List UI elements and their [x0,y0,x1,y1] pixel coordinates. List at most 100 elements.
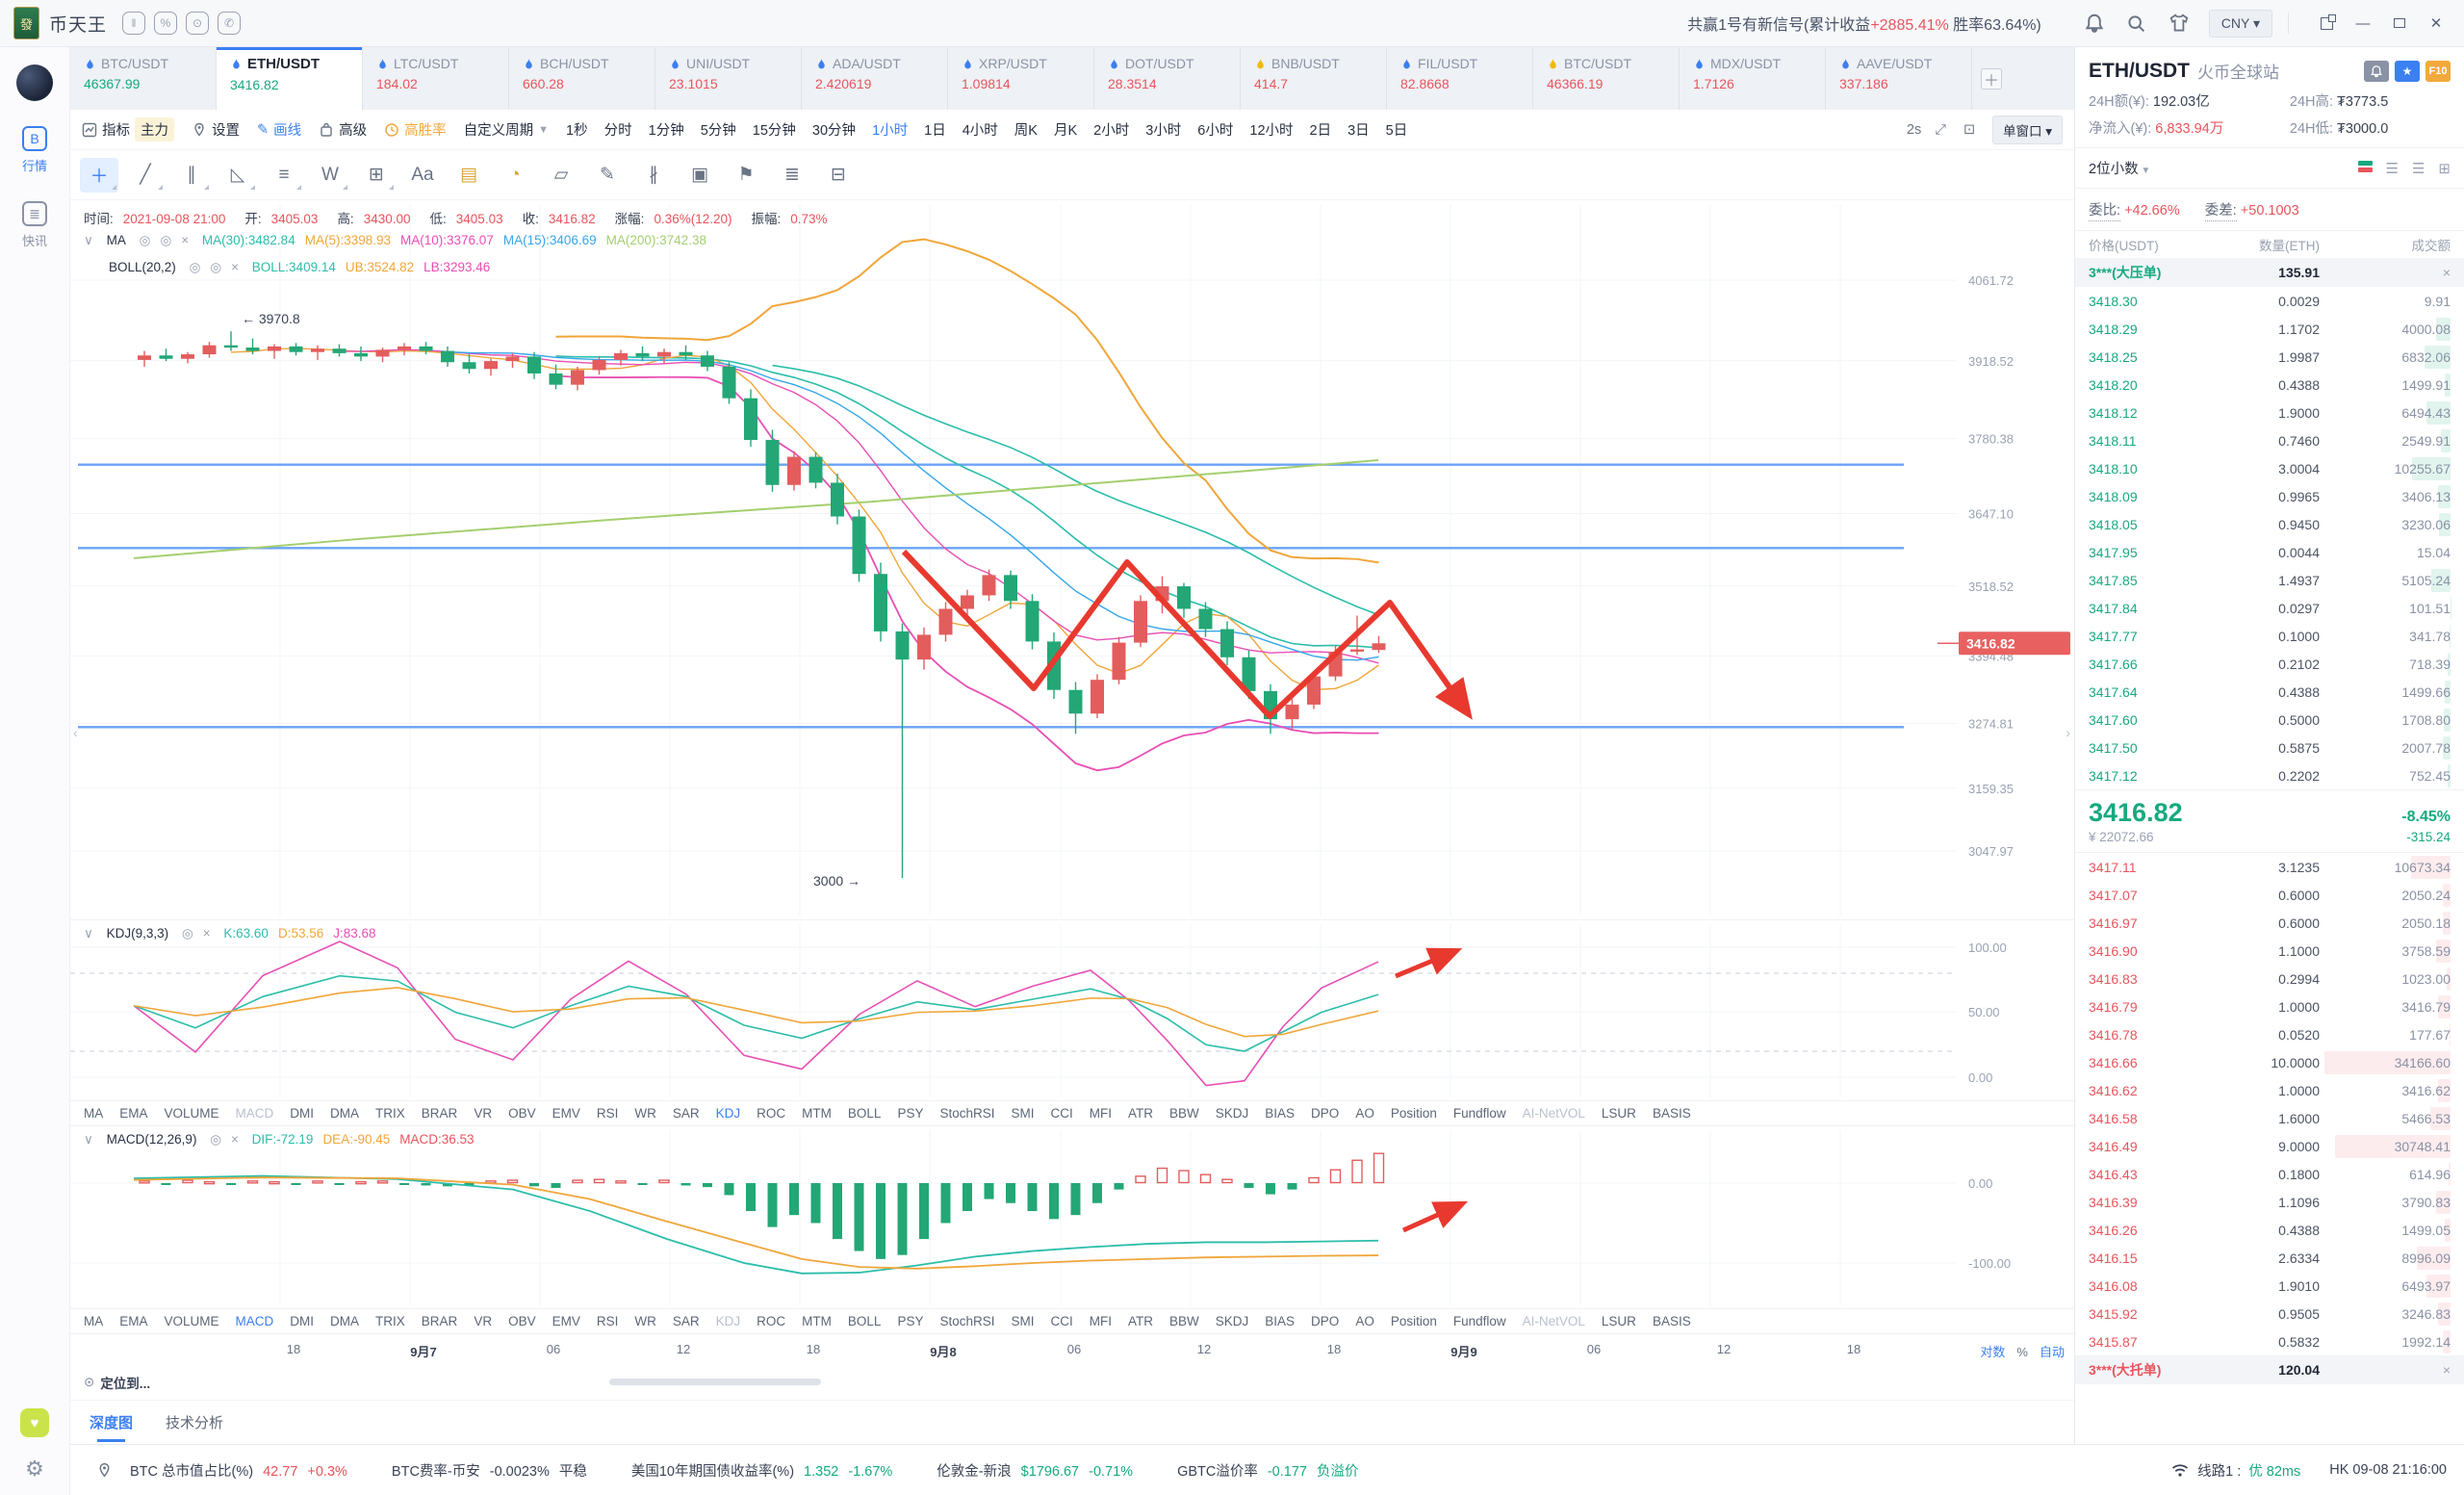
interval-15分钟[interactable]: 15分钟 [752,123,796,139]
indicator-tab-TRIX[interactable]: TRIX [375,1106,405,1121]
indicator-tab-VOLUME[interactable]: VOLUME [164,1106,219,1121]
indicator-tab-AO[interactable]: AO [1355,1314,1374,1328]
interval-1秒[interactable]: 1秒 [566,123,588,139]
interval-5分钟[interactable]: 5分钟 [700,123,736,139]
axis-toggle-0[interactable]: 对数 [1980,1345,2006,1359]
interval-6小时[interactable]: 6小时 [1197,123,1234,139]
indicator-tab-SKDJ[interactable]: SKDJ [1215,1106,1249,1121]
ruler-icon[interactable]: ▱ [553,165,569,185]
indicator-tab-EMV[interactable]: EMV [552,1314,580,1328]
indicator-tab-MACD[interactable]: MACD [235,1314,274,1328]
ma-close-icon[interactable]: × [181,233,190,247]
indicator-tab-VOLUME[interactable]: VOLUME [164,1314,219,1328]
indicator-tab-DMI[interactable]: DMI [290,1314,315,1328]
indicator-tab-DMA[interactable]: DMA [330,1106,360,1121]
bid-row[interactable]: 3416.90 1.1000 3758.59 [2075,937,2464,965]
signal-banner[interactable]: 共赢1号有新信号(累计收益+2885.41% 胜率63.64%) [1687,17,2041,34]
indicator-tab-MTM[interactable]: MTM [802,1314,832,1328]
indicator-tab-WR[interactable]: WR [634,1314,656,1328]
symbol-tab[interactable]: BTC/USDT 46366.19 [1533,47,1680,110]
indicator-tab-KDJ[interactable]: KDJ [715,1106,741,1121]
triangle-icon[interactable]: ◺ [218,158,257,193]
sidebar-logo[interactable] [16,64,53,101]
scroll-left-icon[interactable]: ‹ [73,725,78,740]
bid-row[interactable]: 3417.11 3.1235 10673.34 [2075,853,2464,881]
ask-row[interactable]: 3417.50 0.5875 2007.78 [2075,734,2464,761]
indicator-tab-Fundflow[interactable]: Fundflow [1452,1106,1506,1121]
measure-box-icon[interactable]: ⊞ [357,158,396,193]
bid-row[interactable]: 3416.15 2.6334 8996.09 [2075,1244,2464,1272]
indicator-tab-SAR[interactable]: SAR [672,1314,700,1328]
ask-row[interactable]: 3418.10 3.0004 10255.67 [2075,454,2464,482]
ma-settings-icon[interactable]: ◎ [139,233,151,247]
kdj-pane[interactable]: 100.00 50.00 0.00 ∨ KDJ(9,3,3) ◎ × K:63.60 D… [70,919,2074,1100]
ask-row[interactable]: 3417.77 0.1000 341.78 [2075,622,2464,650]
golden-ruler-icon[interactable]: ▤ [460,165,477,185]
view-tab-技术分析[interactable]: 技术分析 [166,1415,224,1431]
axis-toggle-2[interactable]: 自动 [2039,1345,2065,1359]
indicator-tab-RSI[interactable]: RSI [596,1106,619,1121]
high-winrate-button[interactable]: 高胜率 [384,119,447,140]
elliott-wave-icon[interactable]: W [311,158,349,193]
bid-row[interactable]: 3416.83 0.2994 1023.00 [2075,965,2464,992]
orderbook-split-view-icon[interactable] [2357,160,2373,173]
sidebar-item-行情[interactable]: B 行情 [21,126,47,174]
symbol-tab[interactable]: AAVE/USDT 337.186 [1826,47,1972,110]
delete-drawings-icon[interactable]: ⊟ [831,165,846,185]
indicator-tab-DPO[interactable]: DPO [1311,1314,1340,1328]
line-label[interactable]: 线路1 : [2197,1463,2242,1480]
indicator-tab-MFI[interactable]: MFI [1089,1314,1112,1328]
axis-toggle-1[interactable]: % [2016,1345,2028,1359]
indicator-tab-BRAR[interactable]: BRAR [421,1314,458,1328]
settings-button[interactable]: 设置 [192,119,240,140]
ask-row[interactable]: 3418.25 1.9987 6832.06 [2075,343,2464,371]
symbol-tab[interactable]: FIL/USDT 82.8668 [1387,47,1533,110]
status-metric[interactable]: BTC 总市值占比(%) 42.77 +0.3% [130,1463,347,1480]
indicator-tab-MTM[interactable]: MTM [802,1106,832,1121]
ask-row[interactable]: 3418.20 0.4388 1499.91 [2075,371,2464,399]
ask-row[interactable]: 3418.29 1.1702 4000.08 [2075,315,2464,343]
indicator-tab-ROC[interactable]: ROC [757,1314,786,1328]
macd-pane[interactable]: 0.00 -100.00 ∨ MACD(12,26,9) ◎ × DIF:-72.1… [70,1125,2074,1308]
panel-collapse-icon[interactable]: › [2066,725,2070,740]
indicator-tab-SMI[interactable]: SMI [1011,1314,1035,1328]
indicator-tab-DMI[interactable]: DMI [290,1106,315,1121]
kdj-settings-icon[interactable]: ◎ [181,926,193,941]
view-tab-深度图[interactable]: 深度图 [90,1412,133,1442]
indicator-tab-BOLL[interactable]: BOLL [847,1106,882,1121]
interval-1小时[interactable]: 1小时 [872,123,909,139]
indicator-tab-MACD[interactable]: MACD [235,1106,274,1121]
indicator-tab-CCI[interactable]: CCI [1050,1314,1073,1328]
bid-row[interactable]: 3415.87 0.5832 1992.14 [2075,1327,2464,1355]
big-bid-row[interactable]: 3***(大托单) 120.04 × [2075,1355,2464,1384]
ask-row[interactable]: 3417.95 0.0044 15.04 [2089,544,2451,560]
indicator-tab-ROC[interactable]: ROC [757,1106,786,1121]
pin-icon[interactable] [88,1454,120,1486]
symbol-tab[interactable]: BCH/USDT 660.28 [509,47,655,110]
indicator-tab-AI-NetVOL[interactable]: AI-NetVOL [1522,1106,1585,1121]
ask-row[interactable]: 3418.12 1.9000 6494.43 [2075,399,2464,426]
collapse-icon[interactable]: ∨ [84,1132,93,1147]
interval-周K[interactable]: 周K [1014,123,1038,139]
indicator-tab-BIAS[interactable]: BIAS [1265,1106,1296,1121]
advanced-button[interactable]: 高级 [319,119,367,140]
bid-row[interactable]: 3416.66 10.0000 34166.60 [2075,1048,2464,1076]
window-mode-dropdown[interactable]: 单窗口 ▾ [1991,115,2063,144]
indicator-tab-OBV[interactable]: OBV [508,1106,536,1121]
ma-edit-icon[interactable]: ◎ [160,233,172,247]
indicator-tab-StochRSI[interactable]: StochRSI [939,1314,995,1328]
minimize-button[interactable]: — [2355,14,2371,32]
interval-3日[interactable]: 3日 [1348,123,1370,139]
indicator-tab-ATR[interactable]: ATR [1128,1106,1153,1121]
ask-row[interactable]: 3417.85 1.4937 5105.24 [2075,566,2464,594]
indicator-tab-SKDJ[interactable]: SKDJ [1215,1314,1249,1328]
indicator-tab-ATR[interactable]: ATR [1128,1314,1153,1328]
ask-row[interactable]: 3418.09 0.9965 3406.13 [2075,482,2464,510]
boll-edit-icon[interactable]: ◎ [210,260,222,274]
bid-row[interactable]: 3417.07 0.6000 2050.24 [2075,881,2464,909]
f10-info-button[interactable]: F10 [2426,60,2451,82]
bid-row[interactable]: 3416.26 0.4388 1499.05 [2075,1216,2464,1244]
bid-row[interactable]: 3416.58 1.6000 5466.53 [2075,1104,2464,1132]
main-chart[interactable]: 4061.72 3918.52 3780.38 3647.10 3518.52 3394.… [70,199,2074,919]
interval-1分钟[interactable]: 1分钟 [648,123,684,139]
